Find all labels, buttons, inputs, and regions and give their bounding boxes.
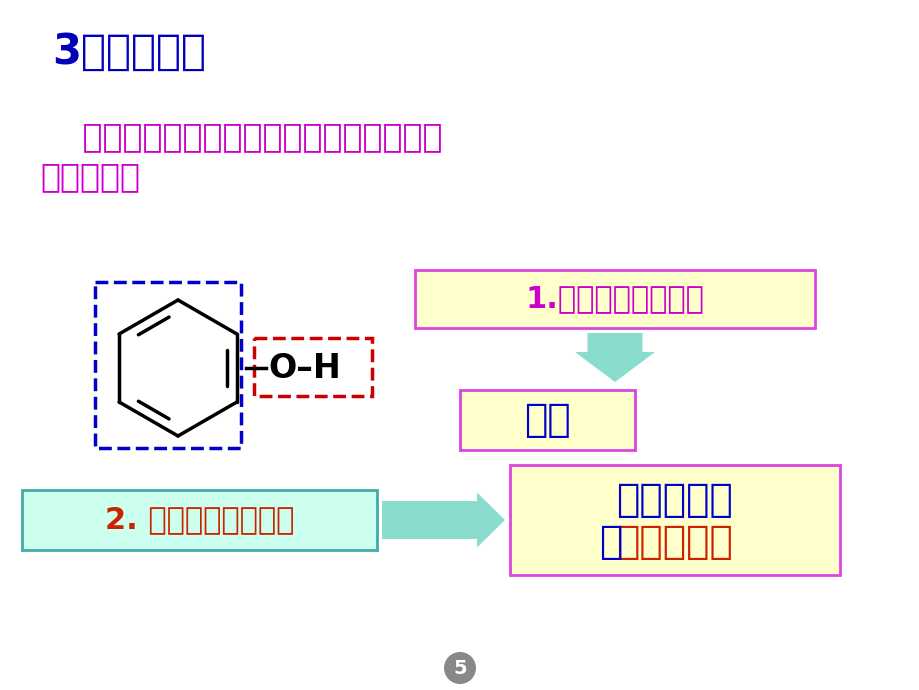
Text: 的: 的	[598, 523, 622, 561]
Text: 2. 羟基对苯环的影响: 2. 羟基对苯环的影响	[105, 506, 294, 535]
Text: O–H: O–H	[267, 351, 341, 384]
Bar	[414, 270, 814, 328]
Text: 分析苯酚的结构，你预测苯酚可能有什么: 分析苯酚的结构，你预测苯酚可能有什么	[40, 120, 442, 153]
Text: 化学性质？: 化学性质？	[40, 160, 140, 193]
Text: 的取代反应: 的取代反应	[616, 523, 732, 561]
Text: 酸性: 酸性	[524, 401, 571, 439]
Bar	[509, 465, 839, 575]
Bar	[254, 338, 371, 396]
Text: 1.苯环对羟基的影响: 1.苯环对羟基的影响	[525, 284, 704, 313]
Text: 发生苯环上: 发生苯环上	[616, 481, 732, 519]
Polygon shape	[574, 333, 654, 382]
Circle shape	[444, 652, 475, 684]
Bar	[95, 282, 241, 448]
Bar	[22, 490, 377, 550]
Text: 5: 5	[453, 658, 466, 678]
Polygon shape	[381, 493, 505, 547]
Text: 3、化学性质: 3、化学性质	[52, 31, 206, 73]
Bar	[460, 390, 634, 450]
